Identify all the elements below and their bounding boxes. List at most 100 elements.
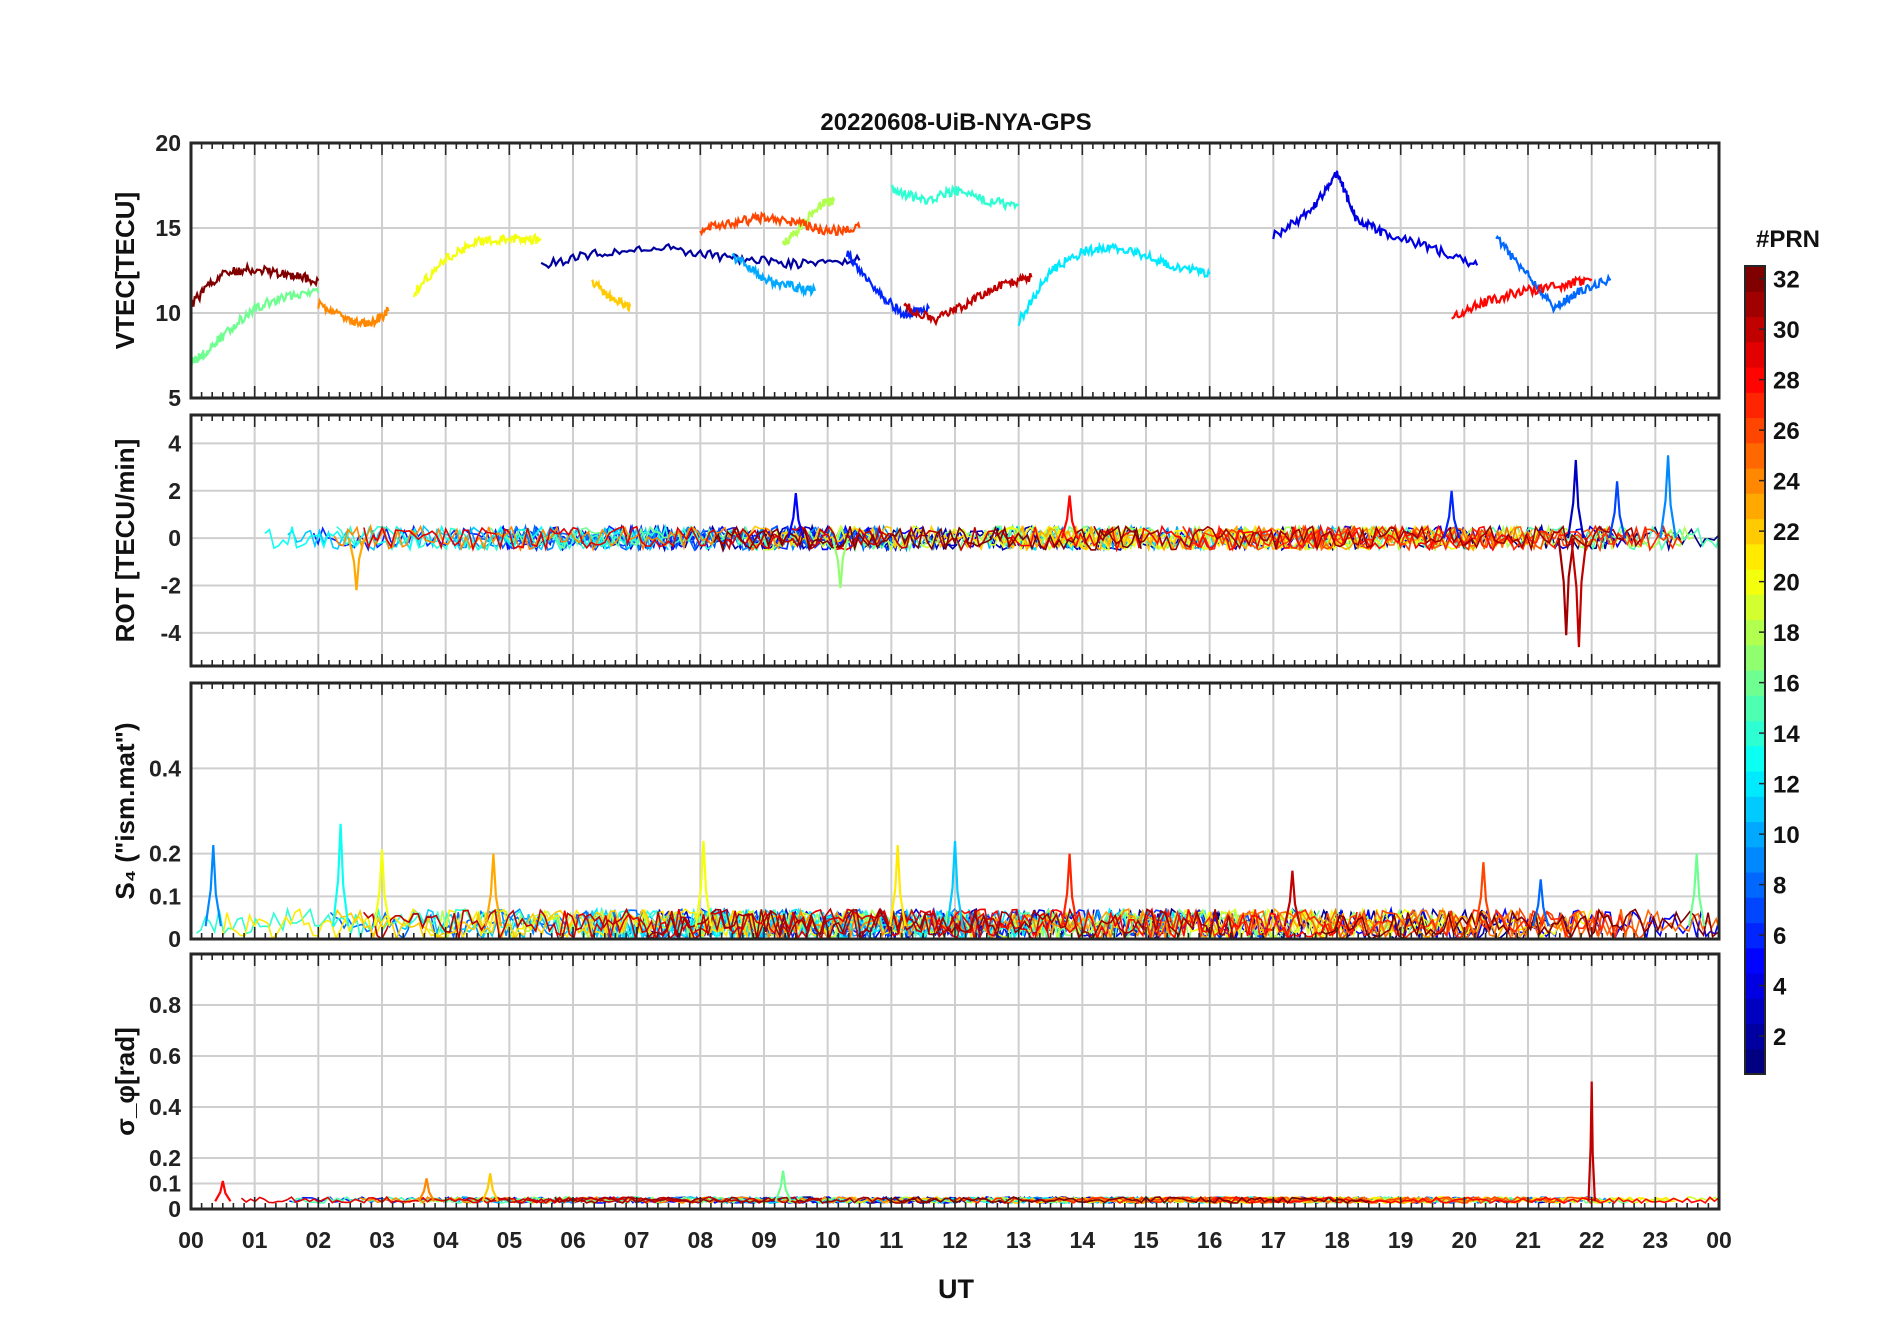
x-ticks: [200, 415, 1710, 666]
colorbar-frame: [1744, 265, 1766, 1075]
colorbar-swatch: [1745, 417, 1765, 444]
panel-3: 0 0.1 0.2 0.4 S₄ ("ism.mat"): [110, 681, 1721, 952]
colorbar-swatch: [1745, 569, 1765, 595]
panel-2: -4 -2 0 2 4 ROT [TECU/min]: [110, 413, 1721, 668]
colorbar-swatch: [1745, 998, 1765, 1025]
x-ticks: [200, 683, 1710, 939]
x-tick-label: 21: [1515, 1227, 1541, 1253]
peak-prn-17: [831, 537, 850, 588]
vtec-series-prn-22: [591, 278, 632, 313]
panel-1: 5 10 15 20 VTEC[TECU]: [110, 130, 1721, 411]
panel-traces: [264, 455, 1719, 648]
colorbar-tick-label: 28: [1773, 368, 1800, 395]
peak-prn-22: [481, 1173, 499, 1202]
x-tick-label: 14: [1070, 1227, 1096, 1253]
y-axis-label: VTEC[TECU]: [110, 192, 140, 349]
colorbar-tick-label: 14: [1773, 721, 1800, 748]
peak-prn-13: [331, 823, 350, 927]
peak-prn-16: [774, 1170, 792, 1202]
colorbar-swatch: [1745, 670, 1765, 696]
x-ticks: [200, 143, 1710, 398]
x-tick-label: 19: [1388, 1227, 1414, 1253]
vtec-series-prn-24: [317, 297, 390, 329]
colorbar-tick-label: 4: [1773, 974, 1787, 1001]
trace-prn-27: [1145, 907, 1625, 939]
colorbar-swatch: [1745, 1048, 1765, 1075]
x-tick-label: 07: [624, 1227, 650, 1253]
colorbar-swatch: [1745, 291, 1765, 318]
x-tick-label: 03: [369, 1227, 395, 1253]
colorbar-swatch: [1745, 897, 1765, 924]
colorbar-swatch: [1745, 543, 1765, 570]
colorbar-swatch: [1745, 872, 1765, 898]
peak-prn-27: [1060, 853, 1079, 927]
x-tick-label: 00: [178, 1227, 204, 1253]
trace-prn-31: [647, 907, 1234, 939]
trace-prn-26: [1176, 523, 1674, 553]
y-tick-label: 0.6: [149, 1043, 181, 1069]
colorbar-swatch: [1745, 922, 1765, 949]
peak-prn-9: [204, 845, 222, 927]
vtec-series-prn-12: [1017, 241, 1211, 327]
trace-prn-27: [1182, 524, 1683, 552]
colorbar-swatch: [1745, 644, 1765, 671]
x-tick-labels: 00 01 02 03 04 05 06 07 08 09 10 11 12 13 14 15 16 17 18 19…: [178, 1227, 1732, 1253]
x-tick-label: 17: [1261, 1227, 1287, 1253]
colorbar-tick-label: 12: [1773, 772, 1800, 799]
peak-prn-20: [694, 840, 713, 927]
colorbar-swatch: [1745, 316, 1765, 343]
peak-prn-11: [946, 840, 964, 927]
colorbar-swatch: [1745, 771, 1765, 797]
vtec-series-prn-26: [699, 210, 861, 237]
x-tick-label: 00: [1706, 1227, 1732, 1253]
trace-prn-30: [362, 907, 999, 939]
y-tick-label: 0.8: [149, 992, 181, 1018]
y-tick-label: 20: [155, 130, 181, 156]
panel-traces: [191, 170, 1612, 369]
colorbar-tick-label: 32: [1773, 267, 1800, 294]
colorbar-tick-label: 16: [1773, 671, 1800, 698]
peak-prn-31: [1557, 537, 1575, 636]
peak-prn-30: [1570, 537, 1588, 648]
trace-prn-31: [1093, 524, 1642, 552]
x-tick-label: 13: [1006, 1227, 1032, 1253]
colorbar-label: #PRN: [1756, 226, 1820, 253]
colorbar-swatch: [1745, 720, 1765, 747]
peak-prn-5: [787, 492, 805, 539]
trace-prn-28: [1212, 1196, 1719, 1205]
peak-prn-26: [1474, 862, 1493, 927]
colorbar-swatch: [1745, 392, 1765, 419]
x-tick-label: 11: [879, 1227, 904, 1253]
trace-prn-27: [950, 1196, 1289, 1205]
vtec-series-prn-4: [1272, 170, 1479, 269]
peak-prn-3: [1567, 459, 1585, 539]
colorbar-swatch: [1745, 745, 1765, 772]
vtec-series-prn-8: [1495, 234, 1612, 314]
y-tick-label: 0.4: [149, 755, 181, 781]
vtec-series-prn-20: [412, 232, 542, 298]
x-tick-label: 18: [1324, 1227, 1350, 1253]
colorbar-swatch: [1745, 619, 1765, 646]
peak-prn-9: [1659, 455, 1677, 539]
trace-prn-32: [885, 1195, 1370, 1205]
x-tick-label: 09: [751, 1227, 777, 1253]
y-tick-label: 5: [168, 385, 181, 411]
y-tick-label: 2: [168, 478, 181, 504]
colorbar-tick-label: 20: [1773, 570, 1800, 597]
colorbar-swatch: [1745, 518, 1765, 545]
x-tick-label: 15: [1133, 1227, 1159, 1253]
colorbar-tick-label: 6: [1773, 923, 1786, 950]
vtec-series-prn-30: [903, 272, 1033, 327]
colorbar-swatch: [1745, 1023, 1765, 1050]
colorbar-tick-label: 24: [1773, 469, 1800, 496]
colorbar-swatch: [1745, 846, 1765, 873]
y-tick-label: 0: [168, 1196, 181, 1222]
peak-prn-28: [1060, 495, 1079, 539]
colorbar-swatch: [1745, 695, 1765, 722]
peak-prn-8: [1532, 879, 1550, 927]
y-tick-label: 0: [168, 525, 181, 551]
x-tick-label: 08: [688, 1227, 714, 1253]
peak-prn-30: [1587, 1081, 1596, 1202]
x-tick-label: 02: [306, 1227, 332, 1253]
